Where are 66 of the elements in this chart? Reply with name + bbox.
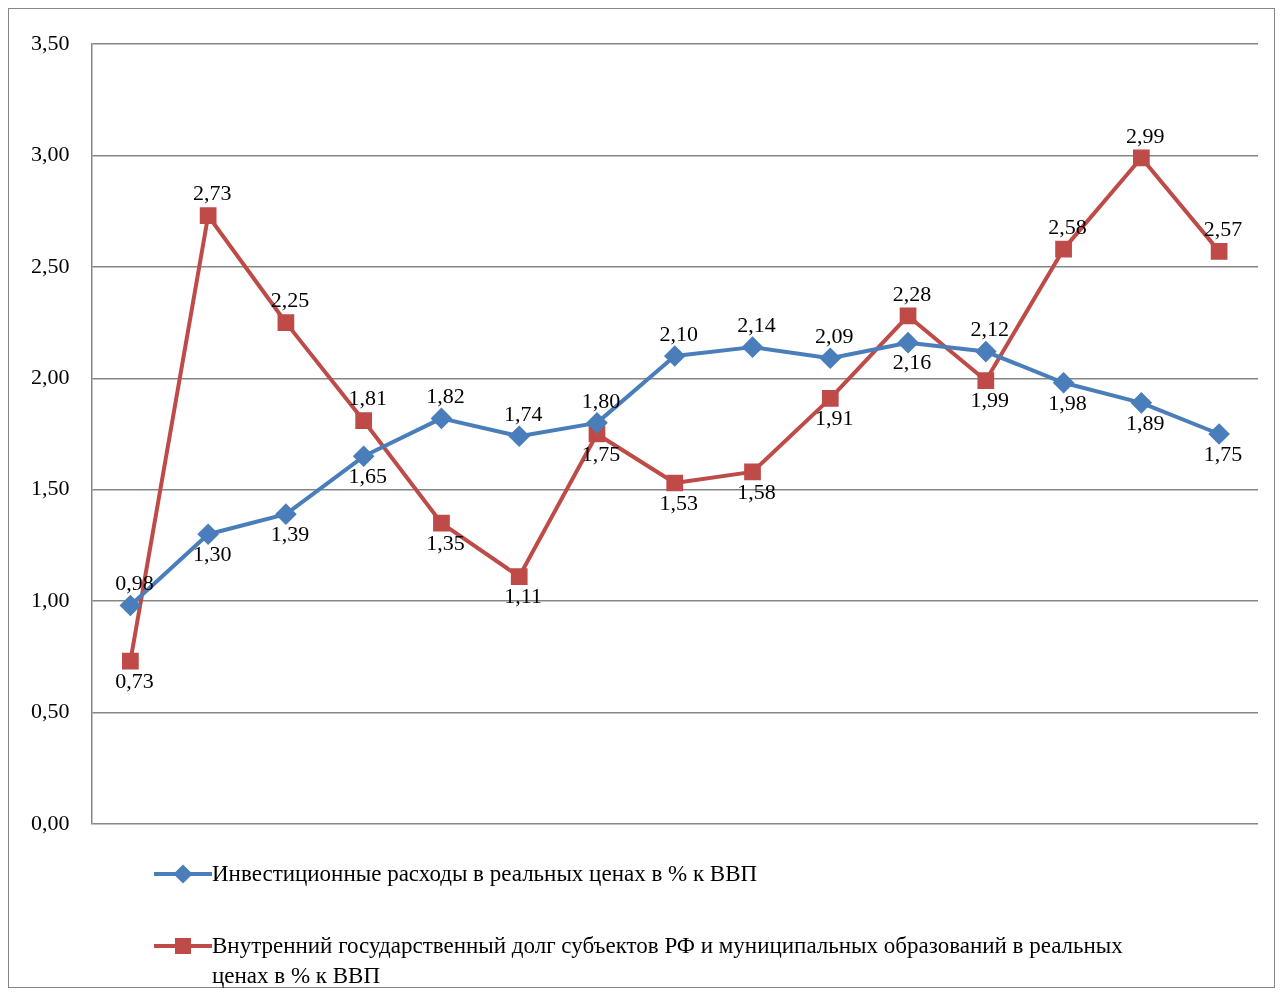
- y-tick-label: 1,50: [31, 475, 70, 501]
- y-tick-label: 1,00: [31, 586, 70, 612]
- data-label: 1,30: [192, 541, 232, 567]
- point: [510, 568, 528, 585]
- point: [1055, 240, 1072, 258]
- data-label: 2,09: [815, 323, 854, 349]
- data-label: 2,73: [192, 180, 232, 206]
- legend-label: Внутренний государственный долг субъектов РФ и муниципальных образований в реальных ценах в % к ВВП: [212, 932, 1124, 990]
- data-label: 1,98: [1048, 389, 1087, 415]
- data-label: 1,35: [426, 529, 465, 555]
- point: [353, 446, 374, 467]
- point: [744, 463, 761, 481]
- point: [1209, 424, 1230, 444]
- data-label: 1,91: [815, 405, 854, 431]
- point: [898, 332, 919, 353]
- y-tick-label: 0,50: [31, 698, 70, 724]
- point: [431, 408, 452, 429]
- y-tick-label: 0,00: [31, 809, 70, 835]
- y-tick-label: 3,50: [31, 29, 70, 55]
- point: [355, 412, 373, 429]
- point: [198, 524, 219, 545]
- y-tick-label: 2,50: [31, 252, 70, 278]
- data-label: 1,82: [426, 383, 465, 409]
- point: [977, 372, 995, 389]
- point: [742, 337, 763, 358]
- legend-label: Инвестиционные расходы в реальных ценах в % к ВВП: [212, 860, 758, 888]
- point: [821, 390, 839, 407]
- data-label: 1,58: [737, 478, 776, 504]
- data-label: 1,81: [348, 385, 387, 411]
- data-label: 1,53: [659, 489, 698, 515]
- point: [120, 595, 141, 616]
- data-label: 1,65: [348, 463, 387, 489]
- data-label: 1,89: [1126, 409, 1165, 435]
- point: [199, 207, 217, 225]
- data-label: 1,74: [503, 401, 543, 427]
- point: [275, 504, 296, 525]
- data-label: 2,16: [892, 349, 932, 375]
- data-label: 2,99: [1126, 122, 1165, 148]
- point: [1053, 372, 1074, 393]
- point: [820, 348, 841, 369]
- y-tick-label: 3,00: [31, 141, 70, 167]
- data-label: 1,39: [270, 520, 310, 546]
- data-label: 2,57: [1203, 216, 1243, 242]
- y-tick-label: 2,00: [31, 364, 70, 390]
- point: [975, 341, 996, 362]
- data-label: 2,25: [270, 287, 310, 313]
- point: [899, 307, 917, 325]
- data-label: 2,14: [737, 311, 776, 337]
- point: [433, 514, 450, 532]
- point: [122, 652, 139, 670]
- data-label: 2,10: [659, 320, 698, 346]
- point: [277, 314, 295, 331]
- data-label: 1,80: [581, 387, 621, 413]
- point: [666, 474, 684, 492]
- point: [1131, 392, 1152, 413]
- point: [1210, 242, 1228, 260]
- data-label: 2,12: [970, 316, 1010, 342]
- data-label: 2,28: [892, 280, 932, 306]
- point: [509, 426, 530, 447]
- point: [1132, 149, 1150, 167]
- data-label: 1,99: [970, 387, 1010, 413]
- point: [664, 346, 685, 367]
- data-label: 1,11: [504, 583, 543, 609]
- data-label: 1,75: [1203, 440, 1243, 466]
- point: [586, 412, 607, 433]
- data-label: 0,73: [115, 667, 154, 693]
